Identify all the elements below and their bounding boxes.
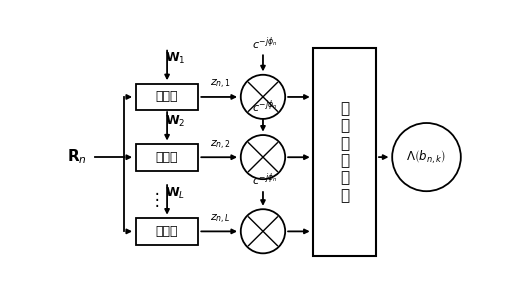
Ellipse shape [241,209,285,253]
Text: $c^{-j\phi_n}$: $c^{-j\phi_n}$ [252,98,277,115]
Text: $\mathbf{R}_n$: $\mathbf{R}_n$ [67,148,87,166]
Text: $\mathbf{W}_1$: $\mathbf{W}_1$ [165,51,186,66]
Text: $\Lambda\left(b_{n,k}\right)$: $\Lambda\left(b_{n,k}\right)$ [406,148,446,166]
Text: $\mathbf{W}_2$: $\mathbf{W}_2$ [165,114,186,129]
Text: $c^{-j\phi_n}$: $c^{-j\phi_n}$ [252,36,277,52]
Bar [136,144,199,171]
Text: 解
调
比
特
软
值: 解 调 比 特 软 值 [340,101,349,203]
Bar [136,84,199,110]
Text: 相关器: 相关器 [156,225,178,238]
Ellipse shape [241,75,285,119]
Ellipse shape [392,123,461,191]
Text: 相关器: 相关器 [156,151,178,164]
Text: ⋮: ⋮ [149,191,166,209]
Bar [314,48,376,256]
Text: 相关器: 相关器 [156,91,178,104]
Bar [136,218,199,245]
Text: $\mathbf{W}_L$: $\mathbf{W}_L$ [165,186,185,201]
Ellipse shape [241,135,285,179]
Text: $z_{n,1}$: $z_{n,1}$ [209,78,231,91]
Text: $z_{n,2}$: $z_{n,2}$ [209,138,231,152]
Text: $z_{n,L}$: $z_{n,L}$ [209,213,230,226]
Text: $c^{-j\phi_n}$: $c^{-j\phi_n}$ [252,171,277,188]
